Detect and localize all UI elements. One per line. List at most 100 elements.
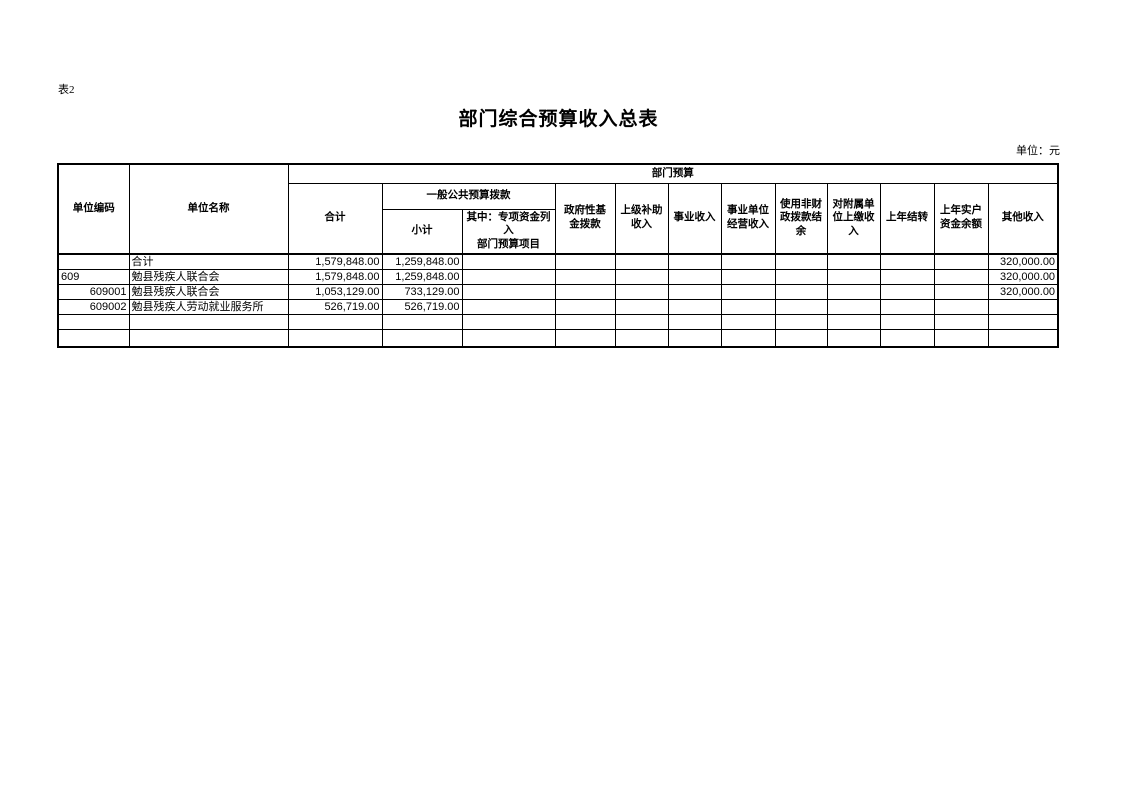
cell-operating-income	[720, 284, 776, 301]
cell-special	[461, 314, 556, 331]
cell-gov-fund	[554, 314, 616, 331]
cell-business-income	[667, 269, 722, 286]
cell-superior-subsidy	[614, 269, 669, 286]
header-row-2: 合计 一般公共预算拨款 政府性基 金拨款 上级补助 收入 事业收入 事业单位 经…	[58, 182, 1059, 256]
cell-non-fiscal-balance	[774, 299, 828, 316]
col-header-total: 合计	[287, 182, 383, 256]
cell-other-income: 320,000.00	[987, 253, 1059, 271]
cell-gov-fund	[554, 269, 616, 286]
cell-special	[461, 329, 556, 348]
cell-subtotal: 1,259,848.00	[381, 253, 463, 271]
cell-special	[461, 269, 556, 286]
cell-other-income	[987, 329, 1059, 348]
col-header-unit-name: 单位名称	[128, 163, 289, 256]
cell-unit-code: 609	[57, 269, 130, 286]
cell-subtotal: 526,719.00	[381, 299, 463, 316]
cell-prev-account-balance	[933, 253, 989, 271]
cell-unit-name: 勉县残疾人劳动就业服务所	[128, 299, 289, 316]
table-row-empty	[57, 314, 1059, 331]
cell-other-income	[987, 314, 1059, 331]
page-title: 部门综合预算收入总表	[458, 109, 659, 130]
cell-prev-carryover	[879, 284, 935, 301]
cell-total: 1,053,129.00	[287, 284, 383, 301]
cell-total: 1,579,848.00	[287, 253, 383, 271]
cell-operating-income	[720, 253, 776, 271]
budget-income-table: 单位编码 单位名称 部门预算 合计 一般公共预算拨款 政府性基 金拨款 上级补助…	[57, 163, 1060, 349]
cell-total: 1,579,848.00	[287, 269, 383, 286]
col-header-gov-fund: 政府性基 金拨款	[554, 182, 616, 256]
col-header-non-fiscal-balance: 使用非财 政拨款结 余	[774, 182, 828, 256]
cell-unit-name	[128, 314, 289, 331]
cell-superior-subsidy	[614, 314, 669, 331]
cell-total	[287, 329, 383, 348]
cell-prev-account-balance	[933, 329, 989, 348]
cell-other-income	[987, 299, 1059, 316]
cell-affiliated-income	[826, 284, 881, 301]
cell-affiliated-income	[826, 253, 881, 271]
cell-prev-account-balance	[933, 269, 989, 286]
cell-unit-name: 合计	[128, 253, 289, 271]
cell-prev-carryover	[879, 329, 935, 348]
cell-total	[287, 314, 383, 331]
table-row-empty	[57, 329, 1059, 348]
cell-business-income	[667, 253, 722, 271]
cell-unit-code	[57, 253, 130, 271]
sheet-label: 表2	[58, 84, 75, 96]
cell-prev-account-balance	[933, 314, 989, 331]
header-row-3: 小计 其中：专项资金列入 部门预算项目	[58, 208, 1058, 256]
cell-prev-carryover	[879, 253, 935, 271]
cell-superior-subsidy	[614, 329, 669, 348]
col-header-special-note: 其中：专项资金列入 部门预算项目	[461, 208, 556, 256]
cell-affiliated-income	[826, 299, 881, 316]
cell-non-fiscal-balance	[774, 329, 828, 348]
col-header-prev-year-carryover: 上年结转	[879, 182, 935, 256]
cell-unit-code: 609001	[57, 284, 130, 301]
cell-gov-fund	[554, 284, 616, 301]
col-header-affiliated-income: 对附属单 位上缴收 入	[826, 182, 881, 256]
cell-subtotal	[381, 329, 463, 348]
cell-prev-carryover	[879, 314, 935, 331]
cell-unit-name: 勉县残疾人联合会	[128, 284, 289, 301]
cell-non-fiscal-balance	[774, 314, 828, 331]
cell-special	[461, 284, 556, 301]
cell-gov-fund	[554, 253, 616, 271]
unit-note: 单位：元	[1016, 145, 1060, 157]
cell-operating-income	[720, 269, 776, 286]
cell-non-fiscal-balance	[774, 253, 828, 271]
cell-other-income: 320,000.00	[987, 269, 1059, 286]
cell-subtotal	[381, 314, 463, 331]
cell-prev-account-balance	[933, 284, 989, 301]
col-header-unit-code: 单位编码	[57, 163, 130, 256]
col-header-business-income: 事业收入	[667, 182, 722, 256]
cell-business-income	[667, 299, 722, 316]
cell-affiliated-income	[826, 314, 881, 331]
cell-total: 526,719.00	[287, 299, 383, 316]
cell-prev-account-balance	[933, 299, 989, 316]
col-header-subtotal: 小计	[381, 208, 463, 256]
cell-business-income	[667, 314, 722, 331]
col-header-general-public-budget: 一般公共预算拨款	[381, 182, 556, 210]
cell-operating-income	[720, 314, 776, 331]
cell-unit-code	[57, 314, 130, 331]
cell-unit-name	[128, 329, 289, 348]
cell-operating-income	[720, 299, 776, 316]
cell-unit-code	[57, 329, 130, 348]
cell-business-income	[667, 284, 722, 301]
table-row-609: 609 勉县残疾人联合会 1,579,848.00 1,259,848.00 3…	[57, 269, 1059, 286]
col-header-operating-income: 事业单位 经营收入	[720, 182, 776, 256]
cell-business-income	[667, 329, 722, 348]
table-row-total: 合计 1,579,848.00 1,259,848.00 320,000.00	[57, 253, 1059, 271]
cell-other-income: 320,000.00	[987, 284, 1059, 301]
cell-superior-subsidy	[614, 253, 669, 271]
col-header-prev-year-account-balance: 上年实户 资金余额	[933, 182, 989, 256]
cell-subtotal: 1,259,848.00	[381, 269, 463, 286]
cell-non-fiscal-balance	[774, 269, 828, 286]
cell-affiliated-income	[826, 269, 881, 286]
cell-prev-carryover	[879, 269, 935, 286]
cell-superior-subsidy	[614, 299, 669, 316]
cell-subtotal: 733,129.00	[381, 284, 463, 301]
table-row-609001: 609001 勉县残疾人联合会 1,053,129.00 733,129.00 …	[57, 284, 1059, 301]
cell-gov-fund	[554, 299, 616, 316]
cell-superior-subsidy	[614, 284, 669, 301]
